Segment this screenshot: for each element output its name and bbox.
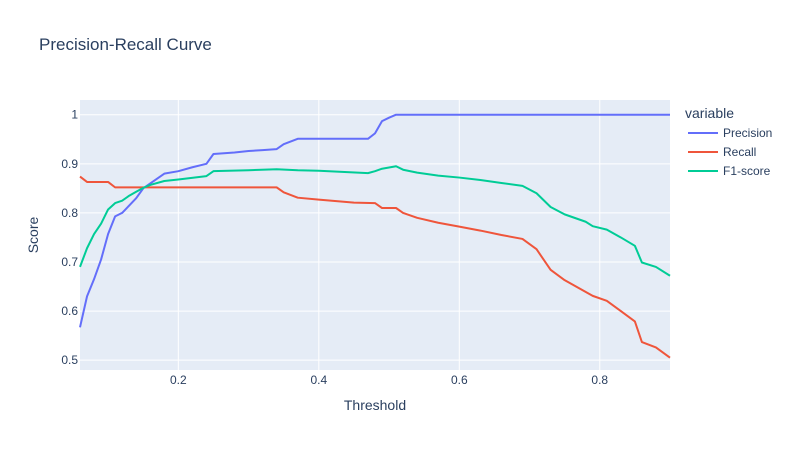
plot-area bbox=[80, 100, 670, 370]
x-tick-label: 0.2 bbox=[170, 373, 187, 387]
legend-item-recall[interactable]: Recall bbox=[688, 145, 756, 159]
y-tick-label: 0.5 bbox=[61, 353, 78, 367]
series-line-recall bbox=[79, 175, 671, 359]
x-tick-label: 0.6 bbox=[451, 373, 468, 387]
y-tick-label: 0.6 bbox=[61, 304, 78, 318]
legend-item-precision[interactable]: Precision bbox=[688, 126, 772, 140]
series-line-f1-score bbox=[79, 165, 671, 277]
legend-item-f1-score[interactable]: F1-score bbox=[688, 164, 771, 178]
legend-label: Recall bbox=[723, 145, 756, 159]
series-lines bbox=[79, 113, 671, 359]
legend-label: F1-score bbox=[723, 164, 771, 178]
y-axis-title: Score bbox=[25, 217, 41, 254]
series-line-precision bbox=[79, 113, 670, 328]
x-tick-labels: 0.2 0.4 0.6 0.8 bbox=[170, 373, 608, 387]
legend-label: Precision bbox=[723, 126, 772, 140]
y-tick-label: 1 bbox=[71, 108, 78, 122]
x-tick-label: 0.4 bbox=[310, 373, 327, 387]
chart-title: Precision-Recall Curve bbox=[39, 35, 212, 54]
x-gridlines bbox=[177, 100, 601, 370]
x-tick-label: 0.8 bbox=[591, 373, 608, 387]
y-tick-label: 0.8 bbox=[61, 206, 78, 220]
y-tick-label: 0.7 bbox=[61, 255, 78, 269]
x-axis-title: Threshold bbox=[344, 397, 406, 413]
legend[interactable]: Precision Recall F1-score bbox=[688, 126, 772, 178]
legend-title: variable bbox=[685, 105, 734, 121]
y-tick-labels: 0.5 0.6 0.7 0.8 0.9 1 bbox=[61, 108, 78, 367]
y-tick-label: 0.9 bbox=[61, 157, 78, 171]
